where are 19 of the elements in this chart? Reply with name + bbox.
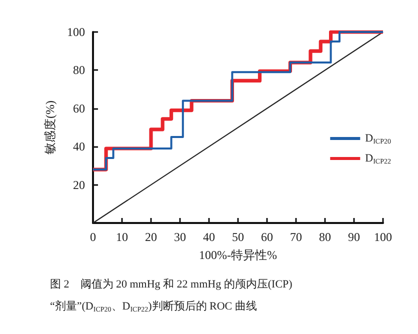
x-tick-label: 0 xyxy=(90,230,96,244)
x-tick-label: 10 xyxy=(116,230,128,244)
x-tick-label: 30 xyxy=(174,230,186,244)
x-tick-label: 20 xyxy=(145,230,157,244)
x-tick-label: 70 xyxy=(290,230,302,244)
y-tick-label: 80 xyxy=(73,63,85,78)
y-tick-label: 100 xyxy=(67,25,85,39)
x-tick-label: 50 xyxy=(232,230,244,244)
y-tick-label: 60 xyxy=(73,101,85,116)
x-tick-label: 40 xyxy=(203,230,215,244)
x-tick-label: 90 xyxy=(348,230,360,244)
y-tick-label: 40 xyxy=(73,140,85,154)
y-axis-title: 敏感度(%) xyxy=(43,100,58,154)
x-tick-label: 100 xyxy=(374,230,392,244)
x-axis-title: 100%-特异性% xyxy=(199,248,277,262)
x-tick-label: 80 xyxy=(319,230,331,244)
x-tick-label: 60 xyxy=(261,230,273,244)
y-tick-label: 20 xyxy=(73,178,85,192)
caption: 图 2 阈值为 20 mmHg 和 22 mmHg 的颅内压(ICP) xyxy=(50,278,293,290)
